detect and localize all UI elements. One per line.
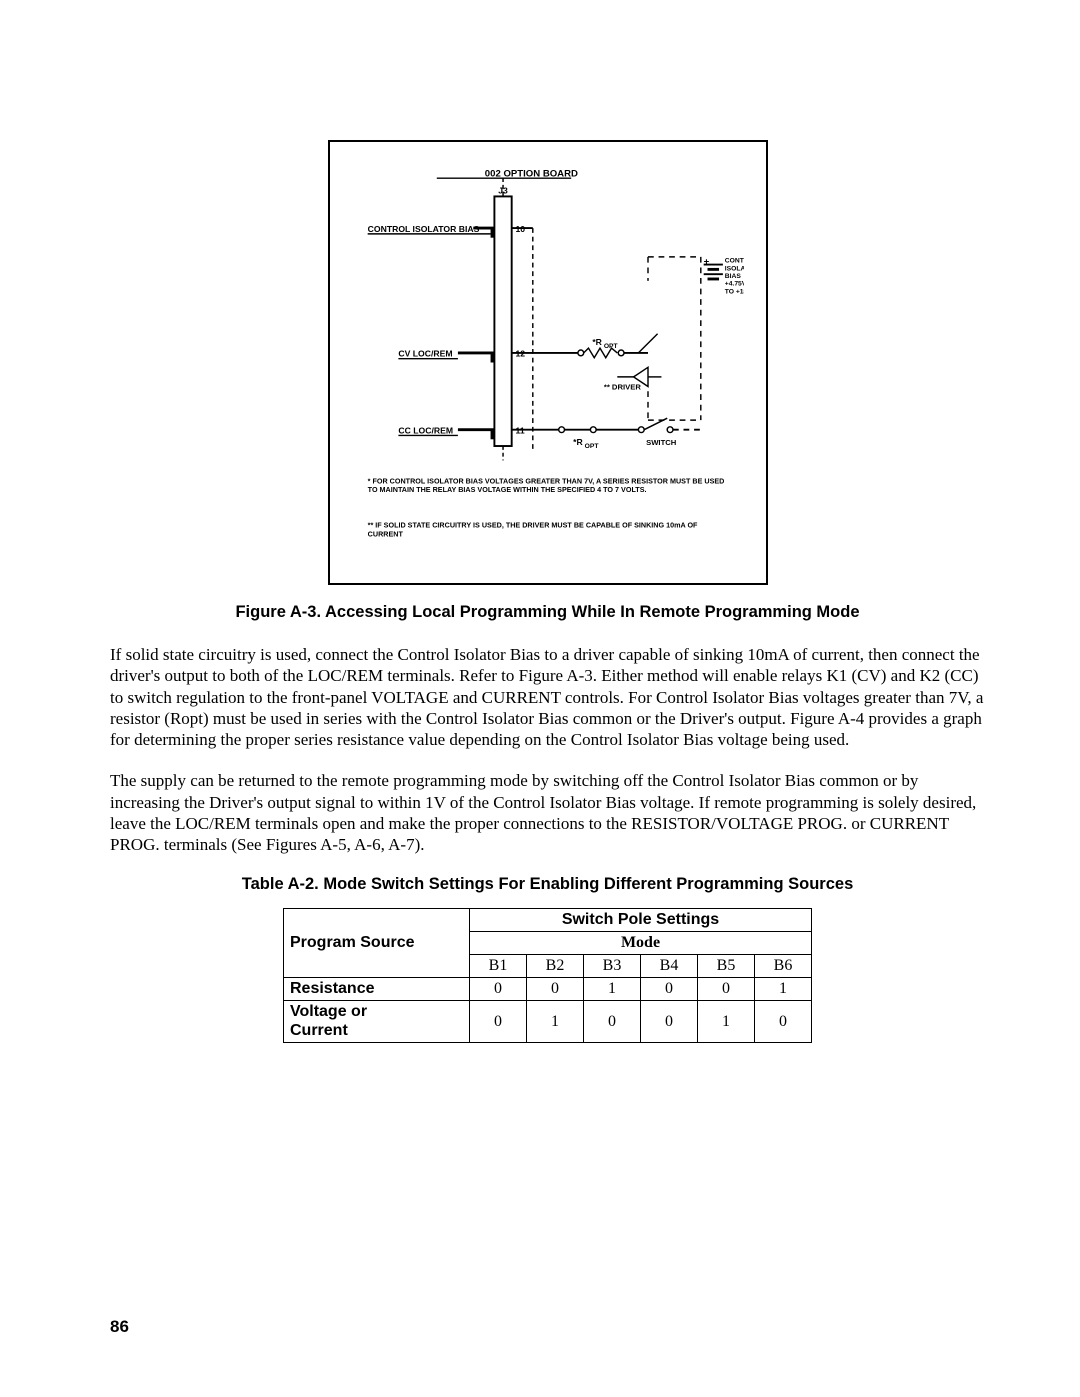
- r1v2: 0: [584, 1001, 641, 1043]
- label-bias-left: CONTROL ISOLATOR BIAS: [367, 224, 479, 234]
- col-b3: B3: [584, 955, 641, 978]
- col-b4: B4: [641, 955, 698, 978]
- col-b5: B5: [698, 955, 755, 978]
- r1v0: 0: [470, 1001, 527, 1043]
- r0v5: 1: [755, 978, 812, 1001]
- table-sub-header: Mode: [470, 932, 812, 955]
- right-block-4: TO +18V: [724, 288, 743, 295]
- col-b2: B2: [527, 955, 584, 978]
- right-block-1: ISOLATOR: [724, 265, 743, 272]
- r0v1: 0: [527, 978, 584, 1001]
- r0v4: 0: [698, 978, 755, 1001]
- figure-caption: Figure A-3. Accessing Local Programming …: [110, 603, 985, 622]
- r1v3: 0: [641, 1001, 698, 1043]
- table-corner: Program Source: [284, 909, 470, 978]
- col-b6: B6: [755, 955, 812, 978]
- label-ropt1: *R: [592, 337, 602, 347]
- r0v0: 0: [470, 978, 527, 1001]
- row-voltage-current: Voltage orCurrent: [284, 1001, 470, 1043]
- label-ropt2: *R: [573, 437, 583, 447]
- note2: ** IF SOLID STATE CIRCUITRY IS USED, THE…: [367, 522, 732, 539]
- r1v5: 0: [755, 1001, 812, 1043]
- right-block-0: CONTROL: [724, 258, 743, 265]
- label-driver: ** DRIVER: [603, 382, 641, 391]
- table-group-header: Switch Pole Settings: [470, 909, 812, 932]
- r0v2: 1: [584, 978, 641, 1001]
- figure-a3-schematic: 002 OPTION BOARD J3 CONTROL ISOLATOR BIA…: [328, 140, 768, 585]
- page-number: 86: [110, 1317, 129, 1337]
- label-ropt2-sub: OPT: [584, 443, 599, 450]
- r1v4: 1: [698, 1001, 755, 1043]
- label-switch: SWITCH: [646, 438, 677, 447]
- right-block-3: +4.75V: [724, 281, 743, 288]
- schematic-svg: 002 OPTION BOARD J3 CONTROL ISOLATOR BIA…: [360, 152, 744, 573]
- right-block-2: BIAS: [724, 273, 741, 280]
- label-cv: CV LOC/REM: [398, 349, 452, 359]
- r0v3: 0: [641, 978, 698, 1001]
- label-cc: CC LOC/REM: [398, 426, 453, 436]
- note1: * FOR CONTROL ISOLATOR BIAS VOLTAGES GRE…: [367, 478, 732, 495]
- col-b1: B1: [470, 955, 527, 978]
- r1v1: 1: [527, 1001, 584, 1043]
- document-page: 002 OPTION BOARD J3 CONTROL ISOLATOR BIA…: [0, 0, 1080, 1397]
- svg-text:+: +: [703, 257, 709, 268]
- table-caption: Table A-2. Mode Switch Settings For Enab…: [110, 875, 985, 894]
- mode-switch-table: Program Source Switch Pole Settings Mode…: [283, 908, 812, 1043]
- paragraph-2: The supply can be returned to the remote…: [110, 770, 985, 855]
- paragraph-1: If solid state circuitry is used, connec…: [110, 644, 985, 750]
- label-ropt1-sub: OPT: [603, 343, 618, 350]
- row-resistance: Resistance: [284, 978, 470, 1001]
